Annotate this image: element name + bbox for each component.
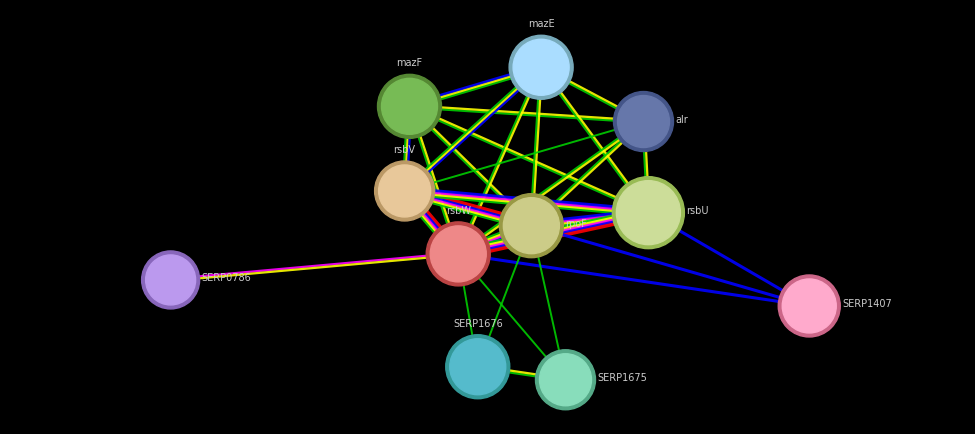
Circle shape [778, 275, 840, 337]
Circle shape [613, 92, 674, 151]
Circle shape [449, 339, 506, 395]
Text: SERP1407: SERP1407 [842, 299, 892, 309]
Circle shape [612, 177, 684, 249]
Text: SERP0786: SERP0786 [202, 273, 252, 283]
Text: rsbW: rsbW [446, 206, 471, 216]
Circle shape [430, 226, 487, 282]
Circle shape [446, 335, 510, 399]
Circle shape [145, 255, 196, 305]
Text: SERP1676: SERP1676 [452, 319, 503, 329]
Circle shape [513, 39, 569, 95]
Circle shape [381, 78, 438, 135]
Circle shape [616, 181, 681, 245]
Circle shape [509, 35, 573, 99]
Text: mazF: mazF [397, 58, 422, 68]
Text: rsbV: rsbV [394, 145, 415, 155]
Circle shape [539, 354, 592, 406]
Text: SERP1675: SERP1675 [598, 373, 647, 383]
Circle shape [141, 251, 200, 309]
Circle shape [374, 161, 435, 221]
Text: alr: alr [676, 115, 688, 125]
Circle shape [535, 350, 596, 410]
Circle shape [617, 95, 670, 148]
Text: mazE: mazE [527, 19, 555, 29]
Text: rsbU: rsbU [686, 206, 709, 216]
Text: rpoF: rpoF [566, 219, 587, 229]
Circle shape [426, 222, 490, 286]
Circle shape [499, 194, 564, 258]
Circle shape [377, 74, 442, 138]
Circle shape [782, 279, 837, 333]
Circle shape [503, 197, 560, 254]
Circle shape [378, 165, 431, 217]
